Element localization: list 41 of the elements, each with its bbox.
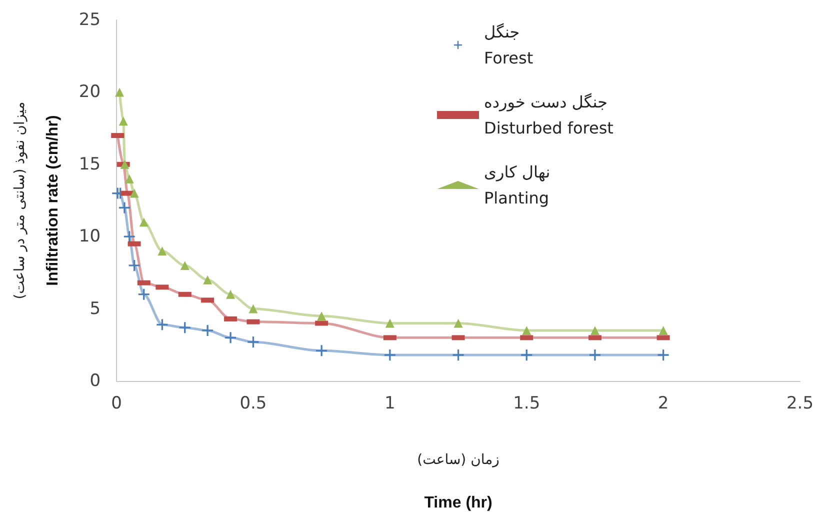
point (589, 350, 600, 361)
point (385, 318, 394, 328)
y-tick-label: 0 (90, 371, 101, 391)
point (658, 326, 668, 335)
y-tick-label: 5 (90, 298, 101, 319)
point (118, 202, 130, 214)
point (248, 336, 259, 348)
point (248, 304, 258, 314)
point (658, 350, 669, 361)
x-tick-label: 1.5 (513, 394, 540, 414)
point (590, 326, 600, 335)
x-tick-label: 0 (111, 394, 122, 414)
point (124, 174, 134, 184)
point (180, 260, 190, 270)
point (202, 324, 214, 336)
point (203, 275, 212, 284)
point (225, 332, 236, 344)
y-tick-label: 20 (78, 82, 101, 102)
point (115, 88, 124, 97)
point (179, 322, 190, 334)
point (454, 318, 463, 328)
point (128, 260, 140, 271)
point (118, 116, 128, 126)
point (317, 312, 326, 321)
point (522, 326, 532, 335)
x-tick-label: 2 (658, 394, 669, 414)
point (226, 290, 236, 299)
point (384, 350, 396, 361)
point (316, 345, 328, 356)
point (120, 160, 130, 169)
point (452, 350, 464, 361)
x-tick-label: 2.5 (786, 394, 814, 414)
point (139, 218, 148, 227)
point (521, 350, 532, 361)
y-tick-label: 25 (78, 10, 101, 30)
y-tick-label: 15 (78, 154, 101, 174)
x-tick-label: 1 (384, 394, 396, 414)
point (130, 188, 139, 198)
x-tick-label: 0.5 (240, 394, 267, 414)
point (158, 246, 167, 256)
y-tick-label: 10 (78, 226, 101, 247)
